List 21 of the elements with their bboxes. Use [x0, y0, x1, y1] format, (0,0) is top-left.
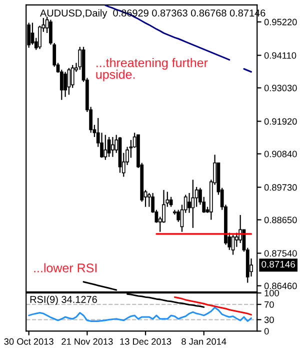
- y-tick-label: 30: [264, 316, 274, 324]
- y-tick-label: 70: [264, 301, 274, 308]
- y-tick-label: 0: [264, 328, 269, 335]
- annotation: ...lower RSI: [34, 263, 96, 272]
- chart-title: RSI(9) 34.1276: [30, 296, 97, 305]
- y-tick-label: 0.91920: [264, 118, 297, 125]
- x-tick-label: 30 Oct 2013: [4, 338, 54, 345]
- y-tick-label: 0.95220: [264, 18, 297, 26]
- y-tick-label: 0.87540: [264, 250, 297, 257]
- x-tick-label: 21 Nov 2013: [62, 338, 113, 345]
- y-tick-label: 0.88650: [264, 216, 297, 224]
- y-tick-label: 0.90840: [264, 150, 297, 158]
- y-tick-label: 0.86460: [264, 282, 297, 290]
- x-tick-label: 13 Dec 2013: [120, 338, 172, 345]
- text: 0.87146: [262, 260, 295, 268]
- x-tick-label: 8 Jan 2014: [182, 338, 226, 345]
- y-tick-label: 0.93030: [264, 84, 297, 92]
- y-tick-label: 0.89730: [264, 184, 297, 191]
- annotation: ...threatening further upside.: [96, 58, 208, 82]
- y-tick-label: 0.94110: [264, 52, 296, 59]
- y-tick-label: 100: [264, 290, 279, 296]
